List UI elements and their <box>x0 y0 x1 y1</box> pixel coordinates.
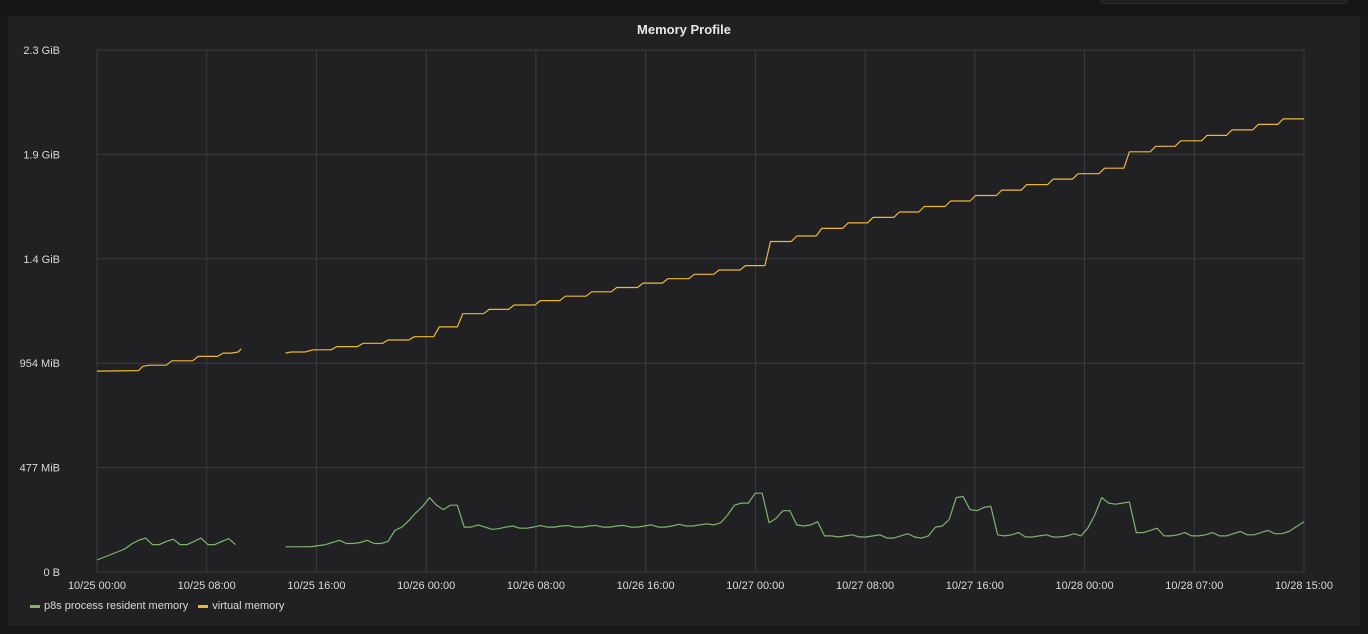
x-tick-label: 10/25 00:00 <box>68 580 126 592</box>
x-tick-label: 10/26 16:00 <box>617 580 675 592</box>
panel-title[interactable]: Memory Profile <box>637 22 731 37</box>
series-line-rss <box>96 492 1305 561</box>
legend-label-virtual: virtual memory <box>212 600 285 612</box>
x-tick-label: 10/26 08:00 <box>507 580 565 592</box>
x-tick-label: 10/27 08:00 <box>836 580 894 592</box>
x-tick-label: 10/28 00:00 <box>1055 580 1113 592</box>
x-tick-label: 10/27 16:00 <box>946 580 1004 592</box>
legend: p8s process resident memory virtual memo… <box>30 600 284 612</box>
series-line-virtual <box>96 118 1304 372</box>
legend-swatch-rss <box>30 604 40 608</box>
legend-item-rss[interactable]: p8s process resident memory <box>30 600 188 612</box>
x-tick-label: 10/28 07:00 <box>1165 580 1223 592</box>
y-tick-label: 1.4 GiB <box>23 254 60 266</box>
top-bar <box>0 0 1368 16</box>
x-tick-label: 10/26 00:00 <box>397 580 455 592</box>
y-tick-label: 0 B <box>43 567 60 579</box>
legend-label-rss: p8s process resident memory <box>44 600 189 612</box>
legend-item-virtual[interactable]: virtual memory <box>198 600 284 612</box>
y-tick-label: 954 MiB <box>20 358 60 370</box>
x-tick-label: 10/28 15:00 <box>1275 580 1333 592</box>
x-tick-label: 10/25 16:00 <box>287 580 345 592</box>
top-search-field[interactable] <box>1100 0 1348 4</box>
y-tick-label: 477 MiB <box>20 463 60 475</box>
memory-chart[interactable]: 2.3 GiB 1.9 GiB 1.4 GiB 954 MiB 477 MiB 0 B 10… <box>8 16 1360 596</box>
legend-swatch-virtual <box>198 604 209 608</box>
y-tick-label: 2.3 GiB <box>23 45 60 57</box>
y-tick-label: 1.9 GiB <box>23 149 60 161</box>
x-tick-label: 10/25 08:00 <box>178 580 236 592</box>
graph-panel: Memory Profile 2.3 GiB 1.9 GiB 1.4 GiB 954 … <box>8 16 1360 626</box>
x-tick-label: 10/27 00:00 <box>726 580 784 592</box>
